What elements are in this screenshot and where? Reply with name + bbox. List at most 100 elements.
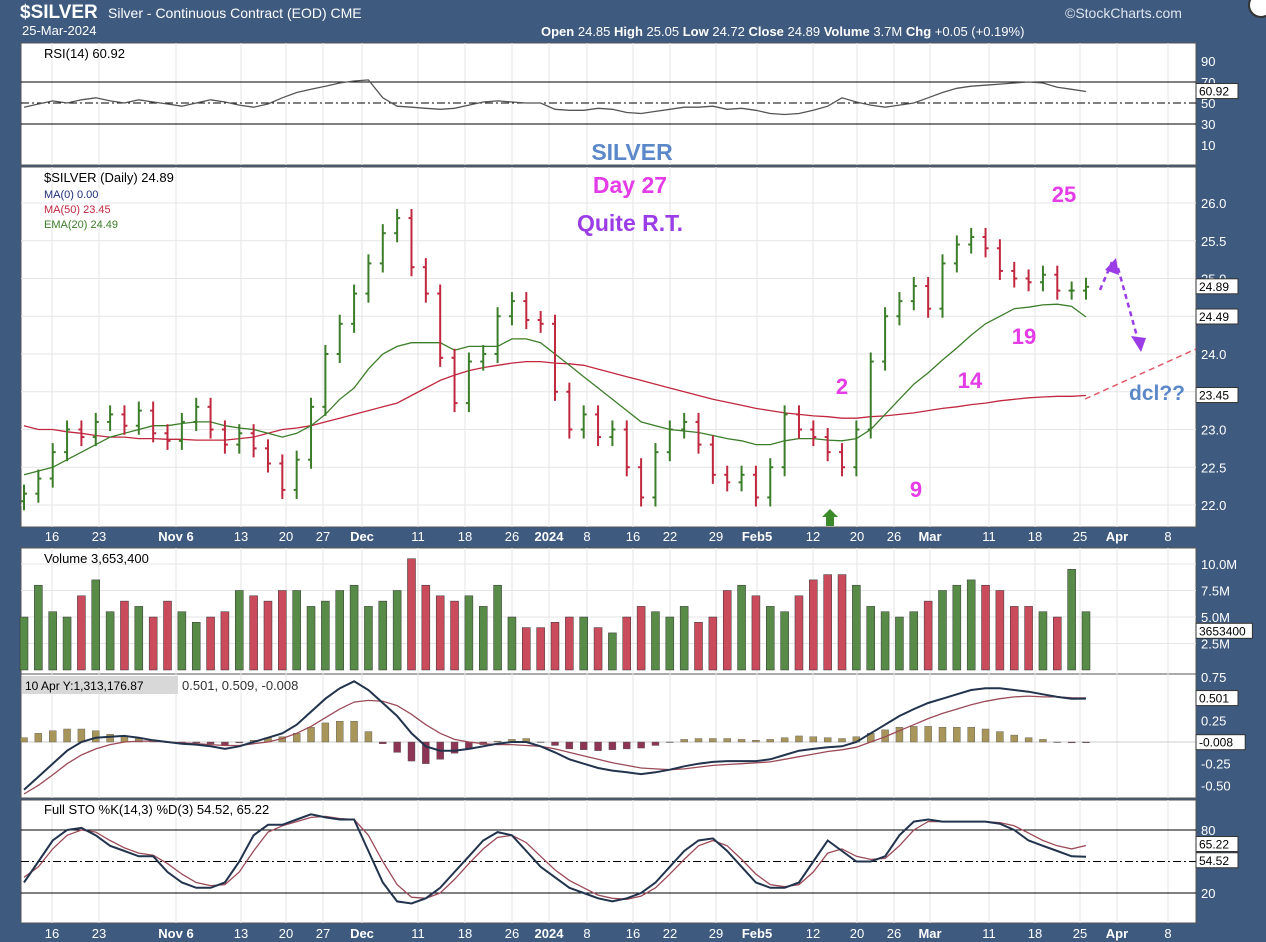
volume-bar [263,600,273,671]
volume-bar [895,616,904,671]
ohlc-bar [193,397,200,432]
macd-histogram-bar [321,722,330,743]
macd-histogram-bar [450,741,459,754]
ohlc-bar [810,420,817,447]
value-badge [1195,852,1239,869]
y-tick-label: 22.0 [1201,498,1226,513]
ohlc-bar [767,458,774,507]
macd-histogram-bar [737,739,746,743]
contract-name: Silver - Continuous Contract (EOD) [108,5,327,21]
ohlc-bar [552,314,558,401]
x-tick-label: 16 [626,529,640,544]
y-tick-label: 10.0M [1201,557,1237,572]
value-badge-text: -0.008 [1199,736,1233,750]
macd-histogram-bar [350,721,358,743]
value-badge-text: 60.92 [1199,85,1229,99]
ohlc-bar [824,427,831,462]
volume-bar [780,611,789,671]
y-tick-label: -0.50 [1201,778,1231,793]
macd-histogram-bar [809,736,818,743]
annotation-19: 19 [1012,324,1036,349]
x-tick-label: 2024 [535,529,565,544]
rsi-panel [20,42,1197,166]
ohlc-readout: Open 24.85 High 25.05 Low 24.72 Close 24… [541,24,1024,39]
macd-histogram-bar [953,727,961,743]
macd-histogram-bar [823,737,832,743]
ohlc-bar [910,276,917,311]
annotation-dcl: dcl?? [1129,382,1185,405]
ohlc-bar [135,401,142,435]
ohlc-bar [1025,269,1032,292]
macd-legend-bg [22,676,178,694]
macd-histogram-bar [1053,741,1061,743]
ohlc-bar [92,412,99,447]
open-value: 24.85 [577,24,611,39]
macd-histogram-bar [307,727,315,743]
ohlc-bar [580,405,587,439]
x-tick-label-bottom: 11 [411,926,425,941]
x-tick-label: Nov 6 [158,529,193,544]
ma50-projection [1084,348,1197,400]
volume-bar [722,590,732,671]
ohlc-bar [465,352,472,413]
macd-signal-line [23,695,1087,795]
volume-bar [335,590,344,671]
volume-bar [1067,569,1076,671]
x-tick-label: 20 [279,529,293,544]
x-tick-label-bottom: 18 [458,926,472,941]
ohlc-bar [709,435,716,484]
volume-bar [478,606,488,671]
ohlc-bar [925,276,932,318]
x-tick-label-bottom: 2024 [535,926,565,941]
ohlc-bar [308,397,315,469]
value-badge-text: 54.52 [1199,854,1229,868]
volume-bar [608,632,617,671]
volume-bar [823,574,832,671]
chg-value: +0.05 (+0.19%) [934,24,1025,39]
volume-bar [981,584,990,671]
macd-histogram-bar [924,726,932,743]
ohlc-bar [695,412,702,454]
volume-bar [809,579,818,671]
volume-bar [938,590,947,671]
high-value: 25.05 [646,24,680,39]
volume-bar [1038,611,1048,671]
macd-line [23,680,1087,791]
high-label: High [614,24,643,39]
settings-icon[interactable] [1248,0,1266,18]
ohlc-bar [207,397,214,439]
x-tick-label-bottom: 18 [1028,926,1042,941]
x-tick-label-bottom: 13 [234,926,248,941]
volume-bar [163,600,172,671]
ohlc-bar [107,405,114,432]
volume-bar [34,584,43,671]
ohlc-bar [867,352,874,439]
ohlc-bar [322,344,329,416]
macd-histogram-bar [206,741,215,744]
y-tick-label: 26.0 [1201,196,1226,211]
x-tick-label-bottom: 16 [626,926,640,941]
annotation-25: 25 [1052,182,1076,207]
x-tick-label: Feb5 [742,529,772,544]
volume-bar [766,606,775,671]
macd-histogram-bar [910,726,918,743]
macd-histogram-bar [838,738,846,743]
ohlc-bar [451,348,458,413]
macd-histogram-bar [752,740,760,743]
macd-histogram-bar [77,728,86,743]
volume-bar [19,616,29,671]
volume-bar [48,611,57,671]
macd-histogram-bar [1067,741,1076,744]
x-tick-label: 26 [887,529,901,544]
volume-bar [392,590,402,671]
forecast-down-arrowhead [1131,336,1146,352]
volume-bar [220,611,230,671]
macd-histogram-bar [34,733,43,743]
ohlc-bar [78,420,85,447]
ohlc-bar [437,284,444,367]
value-badge [1195,278,1239,295]
volume-bar [421,584,431,671]
ohlc-bar [21,484,27,511]
ohlc-bar [566,382,573,439]
